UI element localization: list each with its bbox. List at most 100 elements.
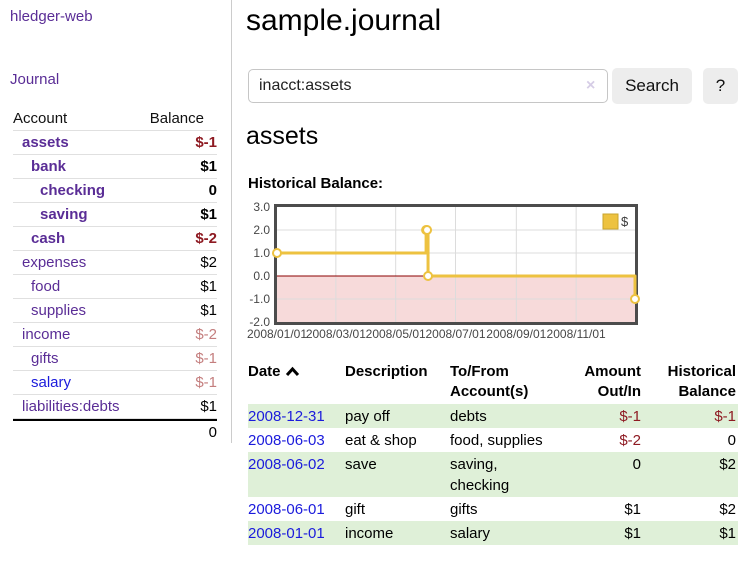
account-row: salary $-1 [13, 371, 217, 395]
account-balance: $-1 [195, 350, 217, 367]
register-row: 2008-06-01 gift gifts $1 $2 [248, 497, 738, 521]
register-column-header: Amount Out/In [584, 363, 641, 400]
data-point-marker [423, 271, 434, 281]
app-title[interactable]: hledger-web [10, 8, 93, 25]
register-header-row: Date Description To/From Account(s) Amount … [248, 362, 738, 404]
account-row: checking 0 [13, 179, 217, 203]
register-column-header[interactable]: Date [248, 362, 345, 404]
account-row: food $1 [13, 275, 217, 299]
help-button[interactable]: ? [703, 68, 738, 104]
register-accounts: saving, checking [450, 455, 510, 494]
account-balance: $-2 [195, 326, 217, 343]
sort-ascending-icon [285, 366, 299, 377]
clear-search-icon[interactable]: × [586, 77, 596, 94]
register-description: income [345, 524, 394, 542]
register-row: 2008-06-03 eat & shop food, supplies $-2 0 [248, 428, 738, 452]
legend-color-swatch [602, 213, 619, 230]
account-link[interactable]: cash [31, 230, 66, 247]
y-axis-label: -1.0 [249, 292, 270, 306]
account-balance: $1 [200, 398, 217, 415]
page-title: sample.journal [246, 4, 442, 37]
account-balance: $1 [200, 302, 217, 319]
account-balance: 0 [208, 182, 217, 199]
accounts-total-row: 0 [13, 419, 217, 443]
account-link[interactable]: expenses [22, 254, 87, 271]
sidebar-divider [231, 0, 232, 443]
account-balance: $1 [200, 158, 217, 175]
search-button[interactable]: Search [612, 68, 692, 104]
accounts-table: Account Balance assets $-1 bank $1 checking 0… [13, 107, 217, 443]
accounts-total-value: 0 [208, 423, 217, 441]
register-date-link[interactable]: 2008-06-03 [248, 431, 325, 449]
register-date-link[interactable]: 2008-06-01 [248, 500, 325, 518]
account-link[interactable]: saving [40, 206, 88, 223]
x-axis-label: 2008/07/01 [425, 327, 486, 341]
legend-label: $ [621, 214, 629, 229]
register-row: 2008-12-31 pay off debts $-1 $-1 [248, 404, 738, 428]
register-column-header: Description [345, 363, 428, 380]
register-date-link[interactable]: 2008-06-02 [248, 455, 325, 473]
y-axis-label: -2.0 [249, 315, 270, 329]
x-axis-label: 2008/03/01 [305, 327, 366, 341]
register-description: save [345, 455, 377, 473]
y-axis-label: 3.0 [253, 200, 270, 214]
register-column-header: Historical Balance [667, 363, 736, 400]
register-row: 2008-06-02 save saving, checking 0 $2 [248, 452, 738, 497]
register-amount: 0 [632, 455, 641, 473]
data-point-marker [630, 294, 640, 304]
x-axis-label: 2008/05/01 [365, 327, 426, 341]
register-balance: $1 [719, 524, 736, 542]
account-row: saving $1 [13, 203, 217, 227]
register-row: 2008-01-01 income salary $1 $1 [248, 521, 738, 545]
accounts-table-body: assets $-1 bank $1 checking 0 saving $1 cash $-2 e… [13, 131, 217, 419]
account-balance: $-2 [195, 230, 217, 247]
register-table: Date Description To/From Account(s) Amount … [248, 362, 738, 545]
account-link[interactable]: food [31, 278, 61, 295]
account-link[interactable]: checking [40, 182, 106, 199]
register-balance: 0 [727, 431, 736, 449]
account-link[interactable]: salary [31, 374, 72, 391]
register-description: pay off [345, 407, 390, 425]
register-amount: $-2 [619, 431, 641, 449]
account-balance: $-1 [195, 134, 217, 151]
register-amount: $-1 [619, 407, 641, 425]
account-link[interactable]: supplies [31, 302, 87, 319]
register-balance: $2 [719, 500, 736, 518]
y-axis-label: 2.0 [253, 223, 270, 237]
register-amount: $1 [624, 500, 641, 518]
sidebar-item-journal[interactable]: Journal [10, 71, 60, 88]
register-amount: $1 [624, 524, 641, 542]
account-row: income $-2 [13, 323, 217, 347]
account-row: bank $1 [13, 155, 217, 179]
register-column-header: To/From Account(s) [450, 363, 529, 400]
account-row: assets $-1 [13, 131, 217, 155]
y-axis-label: 1.0 [253, 246, 270, 260]
account-heading: assets [246, 122, 319, 150]
x-axis-label: 2008/11/01 [546, 327, 606, 341]
x-axis-label: 2008/01/01 [246, 327, 308, 341]
register-date-link[interactable]: 2008-01-01 [248, 524, 325, 542]
register-balance: $2 [719, 455, 736, 473]
account-link[interactable]: gifts [31, 350, 59, 367]
account-link[interactable]: assets [22, 134, 69, 151]
data-point-marker [272, 248, 282, 258]
account-row: supplies $1 [13, 299, 217, 323]
account-balance: $-1 [195, 374, 217, 391]
register-description: eat & shop [345, 431, 417, 449]
register-accounts: gifts [450, 500, 478, 518]
register-date-link[interactable]: 2008-12-31 [248, 407, 325, 425]
register-body: 2008-12-31 pay off debts $-1 $-1 2008-06-03 ea… [248, 404, 738, 545]
account-link[interactable]: bank [31, 158, 67, 175]
accounts-header-account: Account [13, 110, 68, 127]
x-axis-label: 2008/09/01 [486, 327, 547, 341]
account-balance: $1 [200, 278, 217, 295]
search-input[interactable] [248, 69, 608, 103]
account-row: gifts $-1 [13, 347, 217, 371]
y-axis-label: 0.0 [253, 269, 270, 283]
account-link[interactable]: liabilities:debts [22, 398, 120, 415]
register-description: gift [345, 500, 366, 518]
register-accounts: debts [450, 407, 487, 425]
register-accounts: food, supplies [450, 431, 543, 449]
register-accounts: salary [450, 524, 491, 542]
account-link[interactable]: income [22, 326, 71, 343]
